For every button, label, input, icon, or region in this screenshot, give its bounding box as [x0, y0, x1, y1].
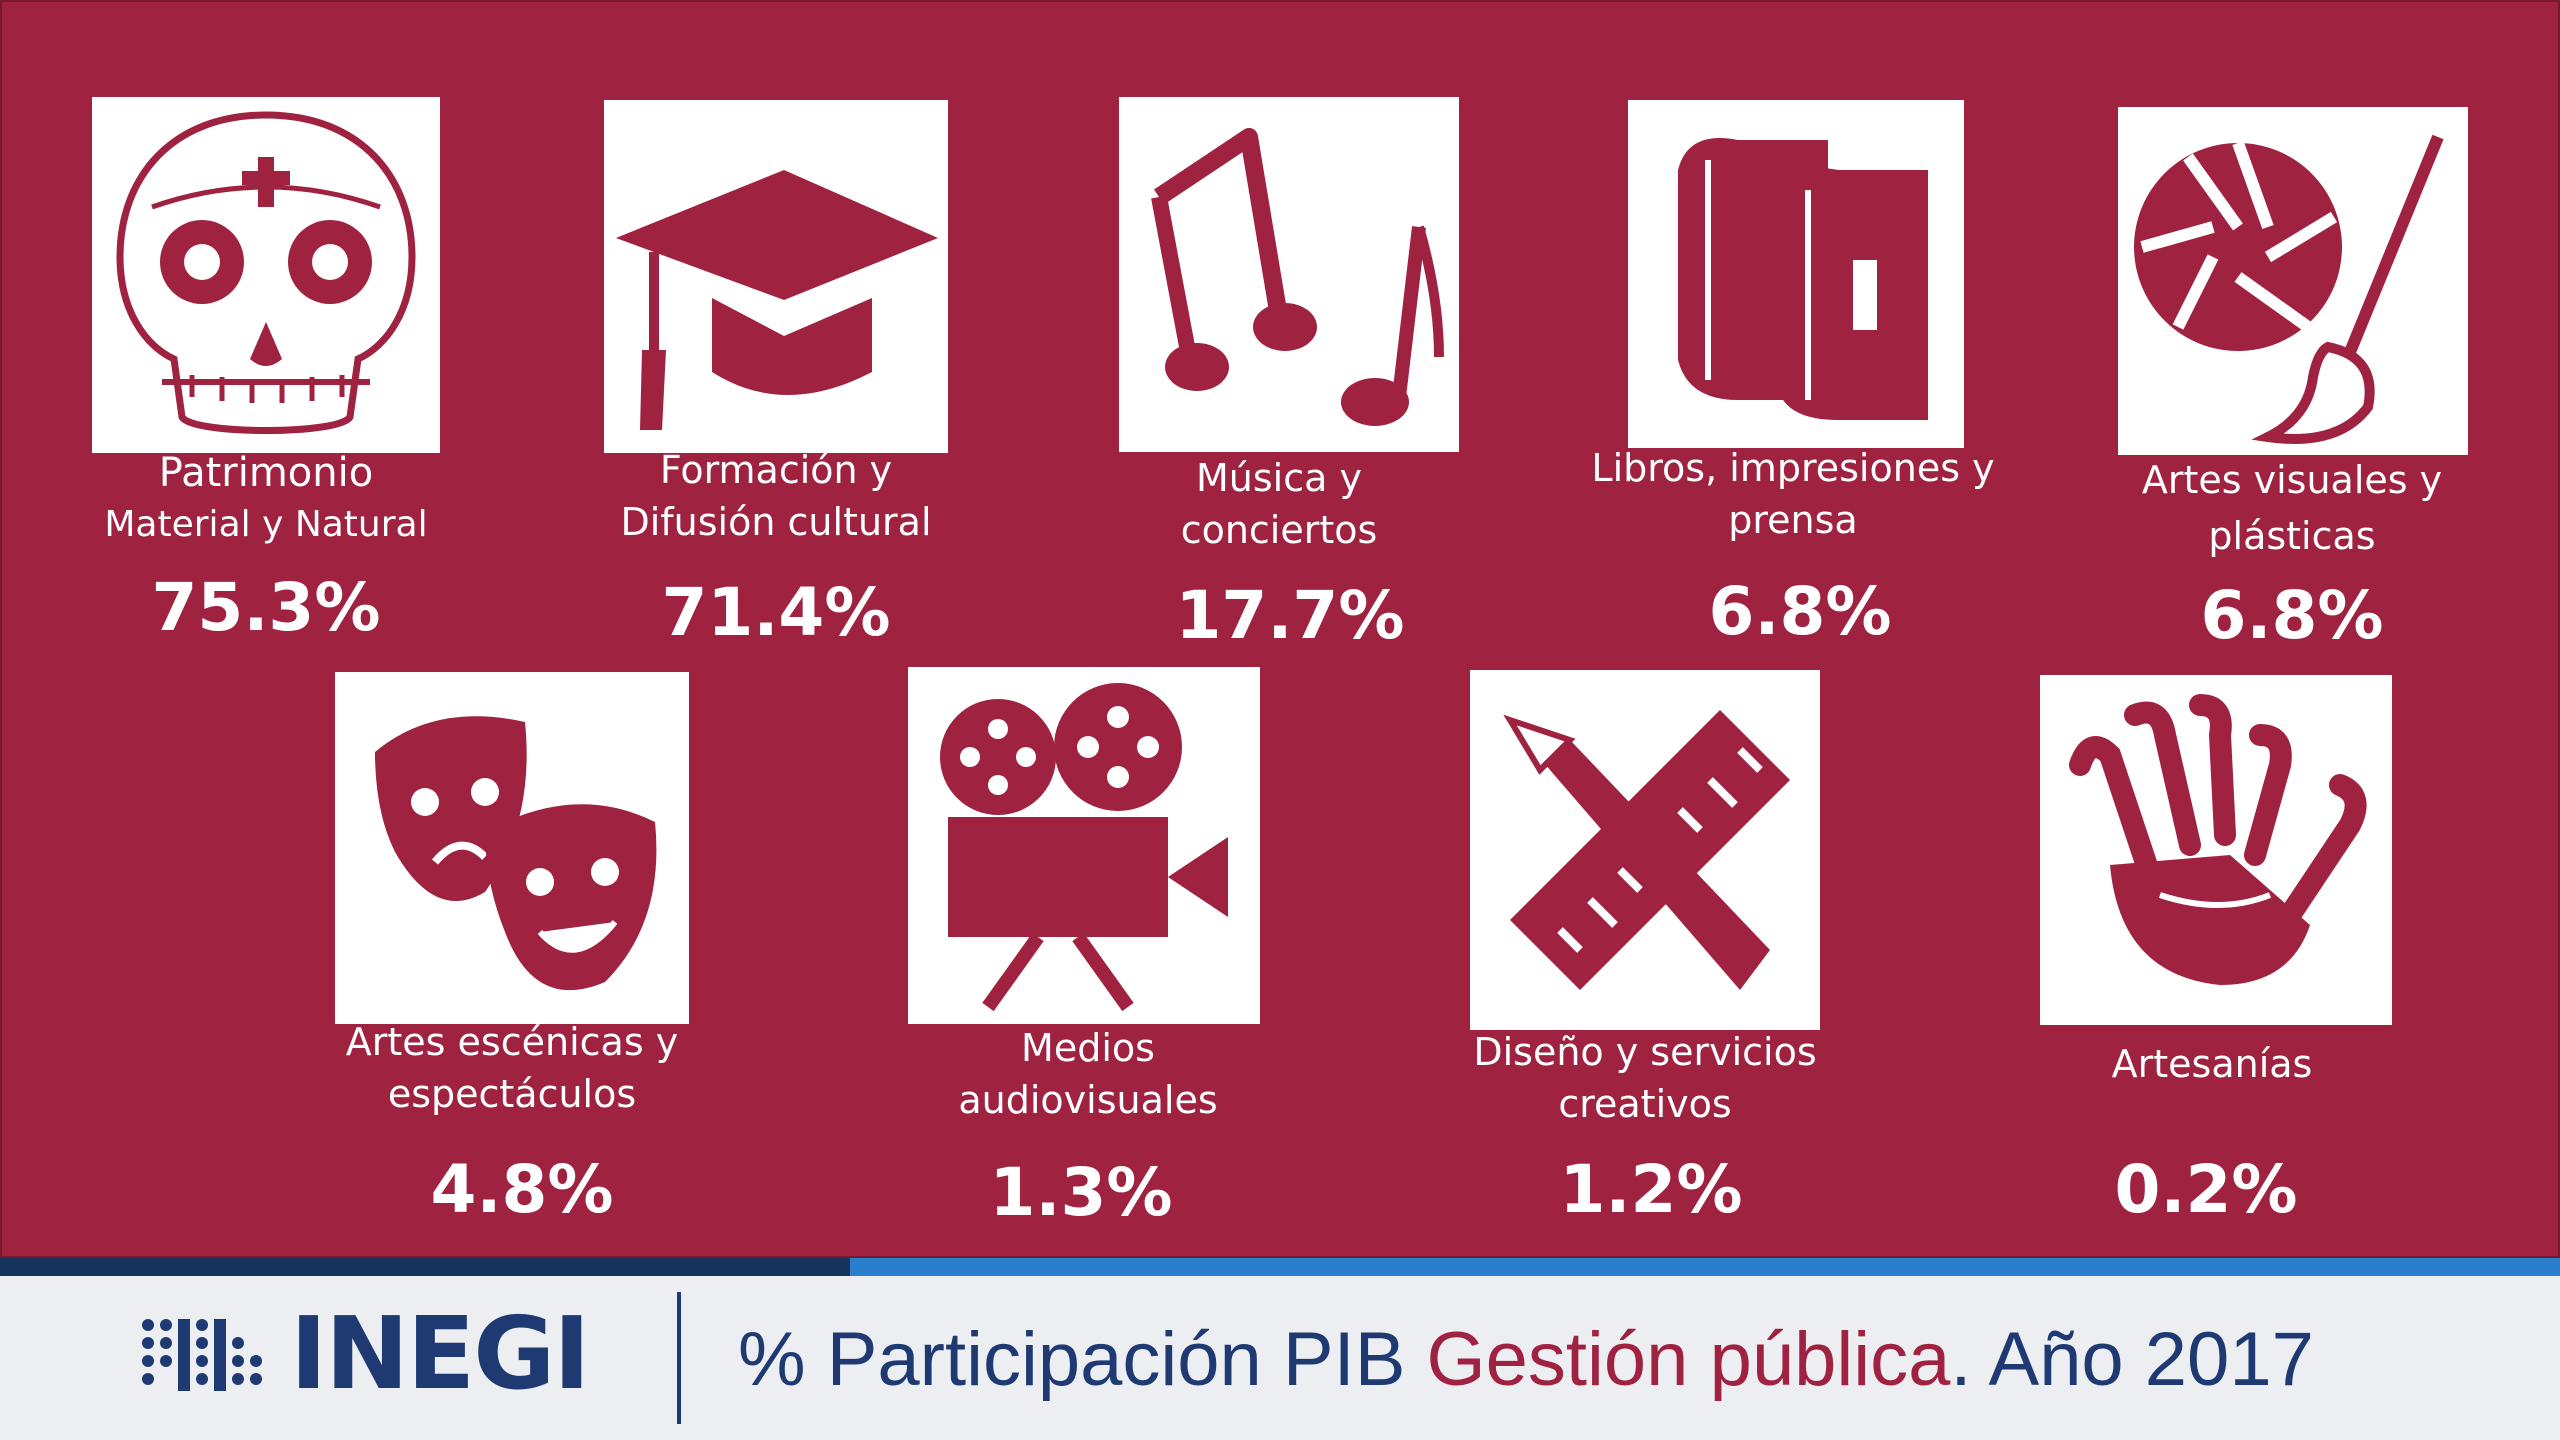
tile-artes-visuales [2118, 107, 2468, 455]
inegi-dots-logo-icon [142, 1319, 262, 1391]
label-artes-visuales: Artes visuales y plásticas [2141, 458, 2443, 558]
label-artesanias: Artesanías [2111, 1042, 2313, 1086]
film-camera-icon [940, 683, 1228, 1012]
aperture-brush-icon [2134, 134, 2444, 444]
footer-title-part2: . Año 2017 [1950, 1317, 2314, 1402]
label-musica: Música y conciertos [1180, 456, 1378, 552]
label-artes-escenicas: Artes escénicas y espectáculos [345, 1020, 679, 1116]
music-notes-icon [1151, 128, 1444, 426]
sugar-skull-icon [116, 111, 416, 434]
accent-bar-dark [0, 1258, 850, 1276]
hands-icon [2069, 694, 2367, 985]
tile-diseno [1470, 670, 1820, 1030]
tile-musica [1119, 97, 1459, 452]
graduation-cap-icon [616, 170, 938, 430]
theater-masks-icon [375, 716, 657, 991]
value-diseno: 1.2% [1559, 1151, 1743, 1228]
tile-formacion [604, 100, 948, 453]
tile-medios [908, 667, 1260, 1024]
main-panel: Patrimonio Material y Natural 75.3% Form… [0, 0, 2560, 1258]
label-libros: Libros, impresiones y prensa [1591, 446, 1995, 542]
footer-title: % Participación PIB Gestión pública. Año… [738, 1315, 2314, 1405]
footer-title-part1: % Participación PIB [738, 1317, 1427, 1402]
value-artes-escenicas: 4.8% [430, 1151, 614, 1228]
footer-divider [677, 1292, 681, 1424]
value-libros: 6.8% [1708, 573, 1892, 650]
pencil-ruler-icon [1503, 710, 1790, 990]
value-formacion: 71.4% [661, 574, 891, 651]
footer-title-highlight: Gestión pública [1426, 1317, 1951, 1402]
tile-libros [1628, 100, 1964, 448]
value-artesanias: 0.2% [2114, 1151, 2298, 1228]
tile-artes-escenicas [335, 672, 689, 1024]
label-medios: Medios audiovisuales [958, 1026, 1218, 1122]
accent-bar-blue [850, 1258, 2560, 1276]
value-artes-visuales: 6.8% [2200, 577, 2384, 654]
value-musica: 17.7% [1175, 577, 1405, 654]
inegi-logo-text: INEGI [290, 1295, 590, 1412]
tile-artesanias [2040, 675, 2392, 1025]
value-medios: 1.3% [989, 1154, 1173, 1231]
tile-patrimonio [92, 97, 440, 453]
footer [0, 1276, 2560, 1440]
label-diseno: Diseño y servicios creativos [1473, 1030, 1817, 1126]
label-formacion: Formación y Difusión cultural [620, 448, 932, 544]
books-icon [1678, 138, 1928, 420]
value-patrimonio: 75.3% [151, 569, 381, 646]
label-patrimonio: Patrimonio Material y Natural [104, 450, 428, 545]
